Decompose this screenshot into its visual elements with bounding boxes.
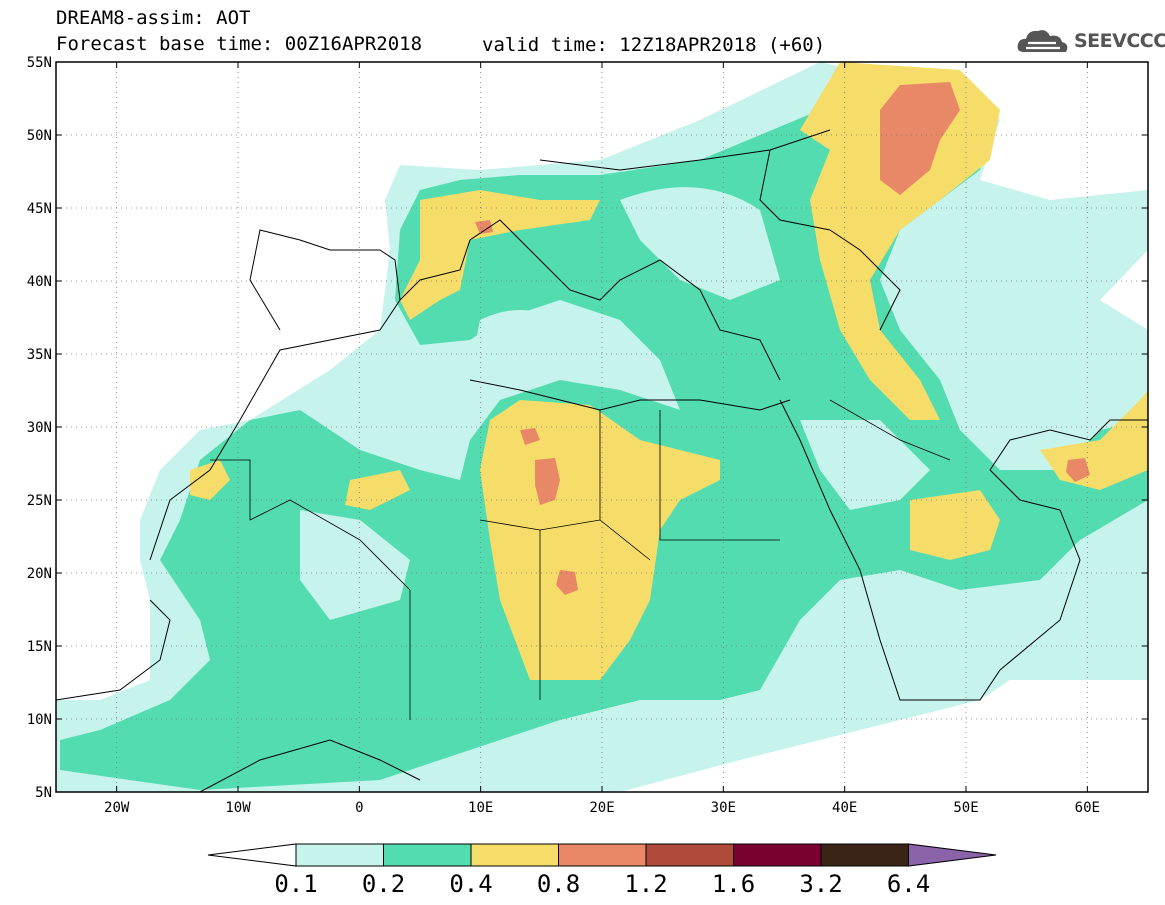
aot-band-0.4-west <box>190 460 230 500</box>
aot-band-0.4-iran <box>910 490 1000 560</box>
lon-tick-label: 50E <box>953 800 978 816</box>
colorbar-swatch <box>733 843 822 867</box>
aot-band-0.4 <box>800 62 1000 420</box>
map-title: DREAM8-assim: AOT <box>56 7 251 29</box>
aot-band-0.8-arabia <box>1066 458 1090 482</box>
lat-tick-label: 45N <box>27 201 52 217</box>
colorbar-swatch <box>820 843 909 867</box>
aot-band-0.8-russia <box>880 82 960 195</box>
lon-tick-label: 10W <box>225 800 251 816</box>
lat-tick-label: 5N <box>35 785 52 801</box>
colorbar-swatch <box>383 843 472 867</box>
colorbar-swatch <box>470 843 559 867</box>
lat-tick-label: 55N <box>27 55 52 71</box>
lat-tick-label: 35N <box>27 347 52 363</box>
colorbar-swatch <box>295 843 384 867</box>
borders <box>210 399 951 720</box>
lat-tick-label: 30N <box>27 420 52 436</box>
lon-tick-label: 10E <box>468 800 493 816</box>
aot-band-0.8-italy <box>475 220 493 234</box>
lon-tick-label: 40E <box>832 800 857 816</box>
colorbar-label: 6.4 <box>886 870 931 898</box>
aot-band-0.8-sahara-1 <box>535 458 560 505</box>
colorbar-label: 1.2 <box>624 870 668 898</box>
aot-hole-mediterranean <box>470 310 640 390</box>
aot-band-0.4-gulf <box>1040 390 1148 490</box>
aot-hole-sahel <box>300 510 410 620</box>
seevccc-logo: SEEVCCC <box>1016 26 1165 56</box>
cloud-logo-icon <box>1017 30 1068 52</box>
gridlines <box>56 62 1148 792</box>
forecast-base-time: Forecast base time: 00Z16APR2018 <box>56 33 423 55</box>
axis-ticks: 5N 10N 15N 20N 25N 30N 35N 40N 45N 50N 55N 20W 10W 0 1… <box>27 55 1148 816</box>
lon-tick-label: 20W <box>104 800 130 816</box>
lat-tick-label: 40N <box>27 274 52 290</box>
colorbar-swatch <box>645 843 734 867</box>
colorbar-label: 3.2 <box>799 870 843 898</box>
lat-tick-label: 10N <box>27 712 52 728</box>
colorbar-under-arrow <box>207 843 297 867</box>
lon-tick-label: 0 <box>355 800 363 816</box>
valid-time: valid time: 12Z18APR2018 (+60) <box>482 34 826 56</box>
lat-tick-label: 50N <box>27 128 52 144</box>
colorbar-label: 0.1 <box>274 870 318 898</box>
aot-band-0.8-sahara-2 <box>556 570 578 595</box>
aot-hole-balkans <box>620 187 780 300</box>
colorbar-over-arrow <box>908 843 997 867</box>
colorbar-label: 1.6 <box>711 870 756 898</box>
lon-tick-label: 30E <box>711 800 736 816</box>
lat-tick-label: 20N <box>27 566 52 582</box>
colorbar-label: 0.4 <box>449 870 493 898</box>
colorbar-label: 0.2 <box>361 870 406 898</box>
aot-hole-arabia <box>800 420 930 510</box>
colorbar-swatch <box>558 843 647 867</box>
logo-text: SEEVCCC <box>1074 30 1165 52</box>
colorbar-label: 0.8 <box>536 870 581 898</box>
aot-band-0.4-italy <box>400 190 600 320</box>
colorbar <box>207 843 997 867</box>
lat-tick-label: 15N <box>27 639 52 655</box>
lon-tick-label: 20E <box>589 800 614 816</box>
lat-tick-label: 25N <box>27 493 52 509</box>
aot-band-0.8-sahara-3 <box>520 428 540 445</box>
lon-tick-label: 60E <box>1075 800 1100 816</box>
coastlines <box>56 129 1148 792</box>
